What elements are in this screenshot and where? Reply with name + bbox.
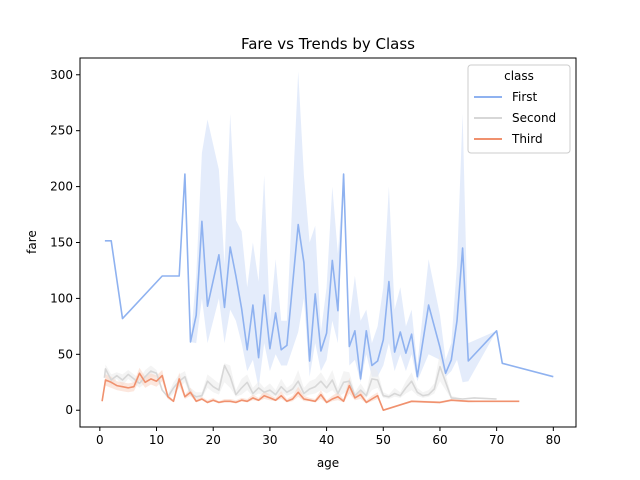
legend-label-second: Second: [512, 111, 556, 125]
x-tick-label: 50: [376, 433, 391, 447]
x-tick-label: 60: [432, 433, 447, 447]
confidence-band-second: [104, 352, 497, 399]
series-lines: [101, 173, 554, 412]
series-line-first: [104, 173, 554, 380]
series-line-third: [101, 372, 520, 412]
x-tick-label: 40: [319, 433, 334, 447]
y-tick-label: 200: [50, 180, 73, 194]
x-tick-label: 70: [489, 433, 504, 447]
confidence-band-first: [104, 71, 554, 388]
x-axis-label: age: [317, 456, 339, 470]
x-tick-label: 10: [149, 433, 164, 447]
x-tick-label: 0: [96, 433, 104, 447]
legend: class First Second Third: [467, 64, 571, 154]
x-tick-label: 80: [546, 433, 561, 447]
confidence-bands: [102, 71, 554, 411]
x-tick-label: 20: [206, 433, 221, 447]
x-tick-label: 30: [262, 433, 277, 447]
legend-box: [467, 64, 571, 154]
series-line-second: [103, 364, 497, 400]
chart-title: Fare vs Trends by Class: [241, 35, 415, 53]
y-axis-ticks: 0 50 100 150 200 250 300: [50, 68, 80, 417]
legend-title: class: [504, 69, 534, 83]
confidence-band-third: [102, 367, 520, 411]
y-tick-label: 50: [58, 347, 73, 361]
y-tick-label: 0: [65, 403, 73, 417]
y-tick-label: 300: [50, 68, 73, 82]
y-tick-label: 100: [50, 291, 73, 305]
y-tick-label: 150: [50, 236, 73, 250]
legend-label-third: Third: [511, 132, 543, 146]
legend-items: First Second Third: [474, 90, 556, 146]
x-axis-ticks: 0 10 20 30 40 50 60 70 80: [96, 427, 561, 447]
y-axis-label: fare: [25, 230, 39, 254]
legend-label-first: First: [512, 90, 538, 104]
y-tick-label: 250: [50, 124, 73, 138]
